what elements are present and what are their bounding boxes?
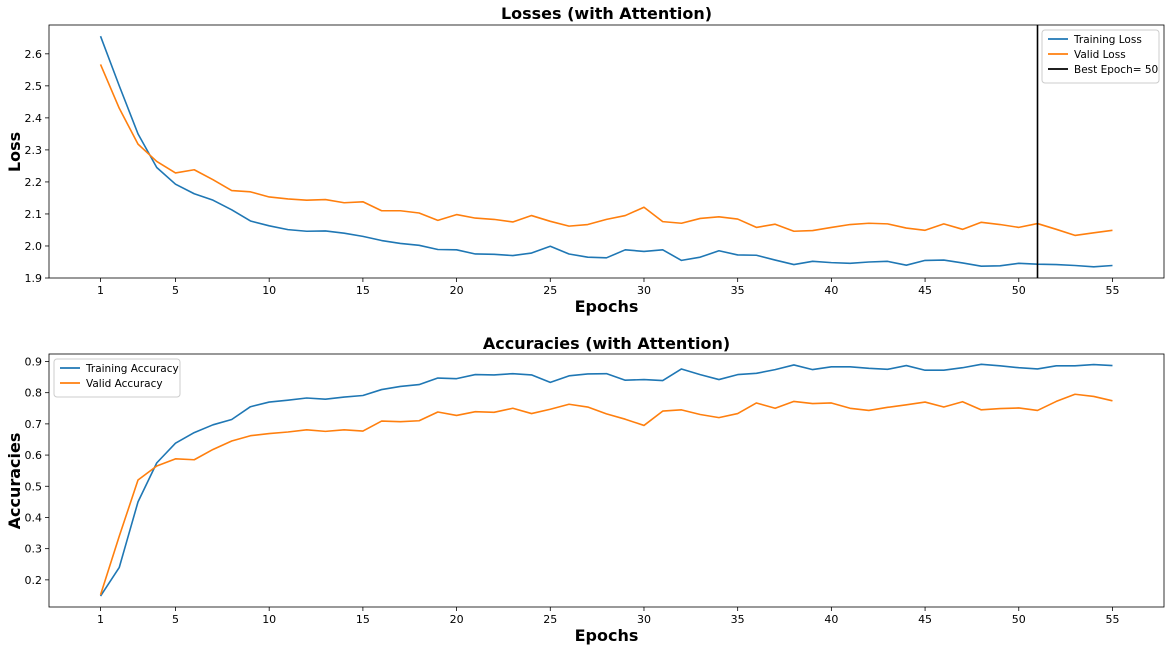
accuracies-y-tick-label: 0.9 — [25, 355, 43, 368]
accuracies-series-line-valid-accuracy — [99, 393, 1113, 596]
accuracies-series-line-training-accuracy — [99, 363, 1113, 597]
losses-chart-title: Losses (with Attention) — [501, 4, 712, 23]
accuracies-x-tick-label: 40 — [824, 613, 838, 626]
losses-plot-frame — [48, 24, 1165, 279]
losses-y-tick-label: 2.3 — [25, 144, 43, 157]
losses-x-tick-label: 35 — [731, 284, 745, 297]
losses-x-tick-label: 55 — [1105, 284, 1119, 297]
accuracies-y-tick-label: 0.6 — [25, 449, 43, 462]
losses-y-tick-label: 2.4 — [25, 112, 43, 125]
accuracies-y-tick-label: 0.2 — [25, 574, 43, 587]
losses-legend-label: Training Loss — [1073, 34, 1142, 46]
accuracies-plot-frame — [48, 353, 1165, 608]
accuracies-y-tick-label: 0.8 — [25, 387, 43, 400]
accuracies-legend: Training Accuracy Valid Accuracy — [53, 358, 181, 398]
losses-y-axis-label: Loss — [5, 132, 24, 172]
losses-x-tick-label: 40 — [824, 284, 838, 297]
accuracies-chart: Accuracies (with Attention) Epochs Accur… — [5, 334, 1165, 645]
losses-x-tick-label: 5 — [172, 284, 179, 297]
accuracies-x-tick-label: 45 — [918, 613, 932, 626]
losses-y-tick-label: 2.0 — [25, 240, 43, 253]
accuracies-x-tick-label: 5 — [172, 613, 179, 626]
accuracies-x-tick-label: 25 — [543, 613, 557, 626]
accuracies-x-tick-label: 35 — [731, 613, 745, 626]
accuracies-x-tick-label: 50 — [1012, 613, 1026, 626]
losses-x-tick-label: 15 — [356, 284, 370, 297]
accuracies-y-tick-label: 0.7 — [25, 418, 43, 431]
losses-x-tick-label: 45 — [918, 284, 932, 297]
losses-y-tick-label: 2.1 — [25, 208, 43, 221]
losses-x-tick-label: 30 — [637, 284, 651, 297]
losses-x-tick-label: 25 — [543, 284, 557, 297]
losses-legend-label: Best Epoch= 50 — [1074, 64, 1158, 76]
losses-y-tick-label: 2.5 — [25, 80, 43, 93]
accuracies-x-tick-label: 10 — [262, 613, 276, 626]
losses-x-tick-label: 1 — [97, 284, 104, 297]
losses-y-tick-label: 1.9 — [25, 272, 43, 285]
accuracies-x-tick-label: 20 — [450, 613, 464, 626]
losses-legend-box — [1041, 29, 1160, 84]
accuracies-legend-label: Training Accuracy — [85, 363, 179, 375]
losses-legend-label: Valid Loss — [1074, 49, 1126, 61]
losses-series-line-valid-loss — [99, 64, 1113, 237]
accuracies-chart-title: Accuracies (with Attention) — [483, 334, 730, 353]
accuracies-x-tick-label: 55 — [1105, 613, 1119, 626]
losses-y-tick-label: 2.6 — [25, 48, 43, 61]
losses-x-tick-label: 10 — [262, 284, 276, 297]
accuracies-x-axis-label: Epochs — [575, 626, 639, 645]
losses-y-tick-label: 2.2 — [25, 176, 43, 189]
losses-series-line-training-loss — [99, 35, 1113, 268]
losses-x-tick-label: 20 — [450, 284, 464, 297]
accuracies-y-tick-label: 0.4 — [25, 511, 43, 524]
accuracies-y-tick-label: 0.3 — [25, 543, 43, 556]
losses-legend: Training Loss Valid Loss Best Epoch= 50 — [1041, 29, 1160, 84]
accuracies-legend-label: Valid Accuracy — [86, 378, 163, 390]
accuracies-y-axis-label: Accuracies — [5, 433, 24, 530]
losses-chart: Losses (with Attention) Epochs Loss 1 5 10… — [5, 4, 1165, 316]
accuracies-legend-box — [53, 358, 181, 398]
accuracies-y-tick-label: 0.5 — [25, 480, 43, 493]
accuracies-x-tick-label: 15 — [356, 613, 370, 626]
losses-x-axis-label: Epochs — [575, 297, 639, 316]
accuracies-x-tick-label: 30 — [637, 613, 651, 626]
accuracies-x-tick-label: 1 — [97, 613, 104, 626]
losses-x-tick-label: 50 — [1012, 284, 1026, 297]
